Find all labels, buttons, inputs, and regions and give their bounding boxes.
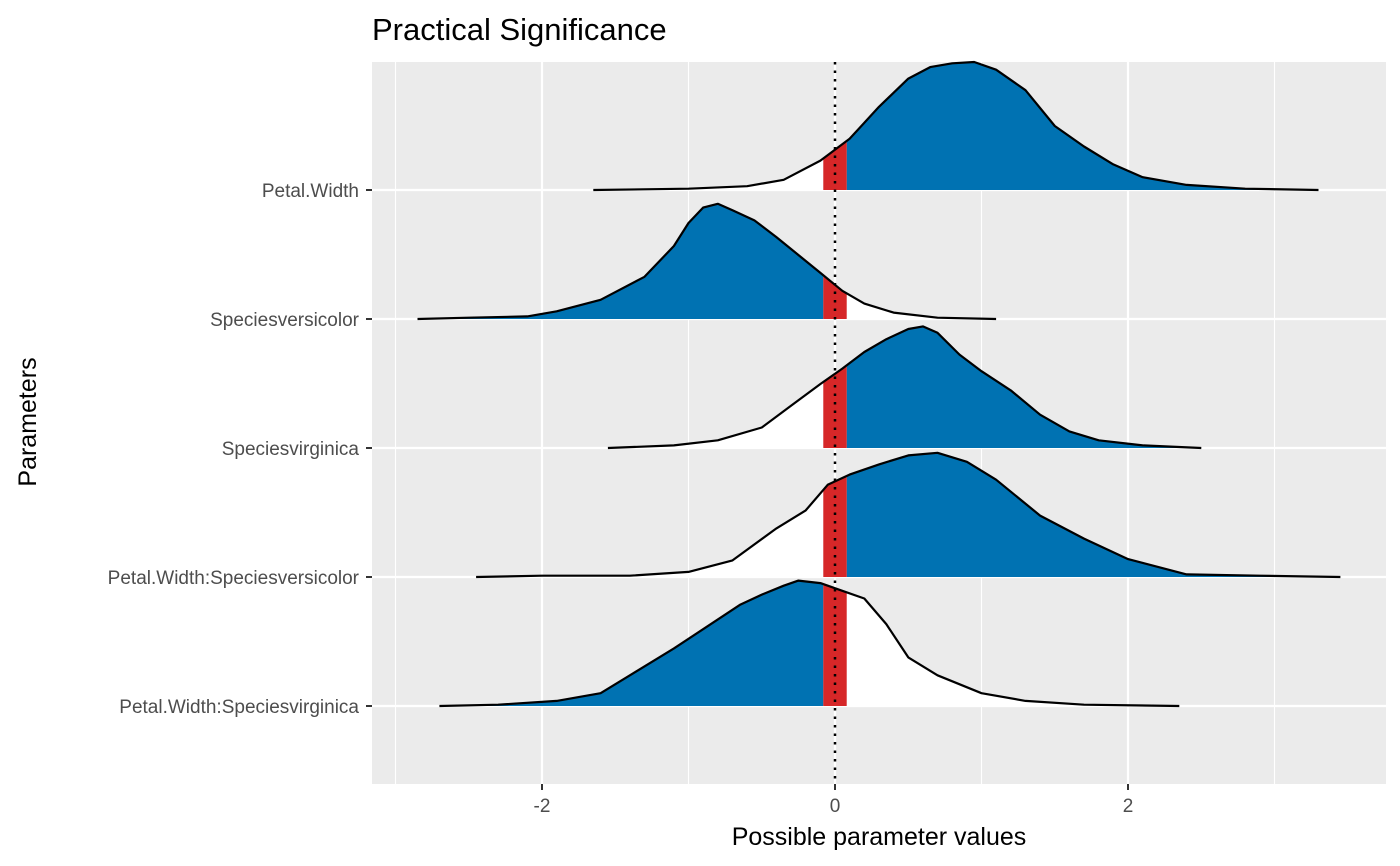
y-tick-label: Speciesvirginica <box>222 439 360 460</box>
y-axis: Petal.Width Speciesversicolor Speciesvirgi… <box>108 181 372 718</box>
x-axis: -2 0 2 <box>534 784 1134 817</box>
x-axis-title: Possible parameter values <box>732 823 1027 851</box>
density-fill-negative <box>439 580 824 706</box>
chart-title: Practical Significance <box>372 12 667 47</box>
density-fill-rope <box>823 584 847 706</box>
density-fill-negative <box>417 203 824 319</box>
density-outline <box>607 325 1202 450</box>
x-tick-label: 2 <box>1123 796 1134 817</box>
x-tick-label: -2 <box>534 796 551 817</box>
density-fill-negative <box>593 158 824 190</box>
x-tick-label: 0 <box>830 796 841 817</box>
y-tick-label: Petal.Width <box>262 181 359 202</box>
density-outline <box>593 60 1319 192</box>
density-fill-positive <box>846 592 1180 706</box>
density-fill-rope <box>823 365 847 448</box>
ridge-speciesversicolor <box>417 202 997 321</box>
density-outline <box>476 451 1341 579</box>
y-tick-label: Speciesversicolor <box>210 310 360 331</box>
density-fill-positive <box>846 293 997 319</box>
y-tick-label: Petal.Width:Speciesversicolor <box>108 568 360 589</box>
density-fill-positive <box>846 62 1319 190</box>
density-fill-positive <box>846 452 1341 577</box>
y-tick-label: Petal.Width:Speciesvirginica <box>119 697 359 718</box>
density-fill-rope <box>823 275 847 319</box>
density-ridges <box>417 60 1341 708</box>
ridge-petal-width-speciesversicolor <box>476 451 1341 579</box>
ridge-petal-width-speciesvirginica <box>439 579 1180 708</box>
density-fill-rope <box>823 476 847 577</box>
density-fill-positive <box>846 326 1202 448</box>
y-axis-title: Parameters <box>14 357 42 486</box>
density-fill-negative <box>476 490 824 577</box>
density-fill-negative <box>607 382 824 448</box>
density-outline <box>417 202 997 321</box>
density-outline <box>439 579 1180 708</box>
ridge-speciesvirginica <box>607 325 1202 450</box>
